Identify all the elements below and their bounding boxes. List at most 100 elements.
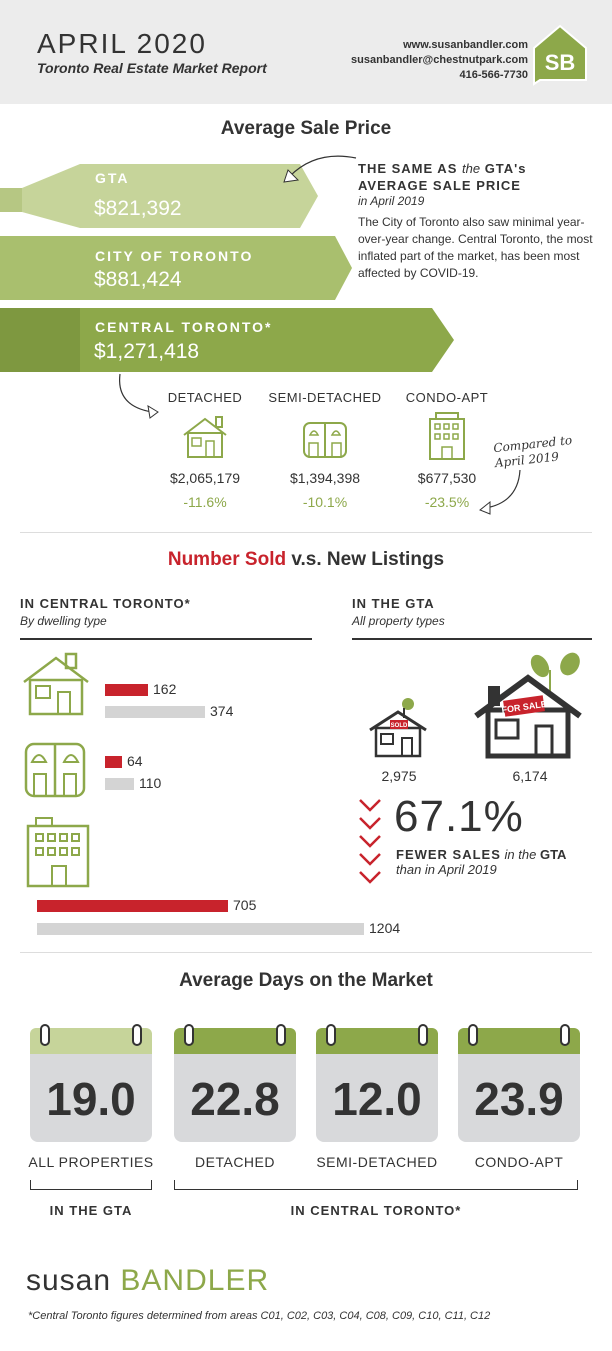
brand-first: susan bbox=[26, 1264, 112, 1297]
days-label: DETACHED bbox=[195, 1154, 275, 1170]
sold-value: 64 bbox=[127, 753, 143, 769]
fewer-2: in the bbox=[504, 847, 537, 862]
type-condo: CONDO-APT $677,530 -23.5% bbox=[392, 390, 502, 510]
days-label: CONDO-APT bbox=[474, 1154, 564, 1170]
price-note: THE SAME AS the GTA's AVERAGE SALE PRICE… bbox=[358, 160, 598, 282]
listings-value: 374 bbox=[210, 703, 234, 719]
svg-text:SB: SB bbox=[545, 50, 576, 75]
type-label: DETACHED bbox=[167, 390, 243, 405]
semi-detached-icon bbox=[303, 422, 347, 458]
days-value: 12.0 bbox=[332, 1073, 422, 1125]
days-label: SEMI-DETACHED bbox=[316, 1154, 438, 1170]
type-change: -23.5% bbox=[424, 494, 470, 510]
type-change: -10.1% bbox=[302, 494, 348, 510]
city-label: CITY OF TORONTO bbox=[95, 248, 254, 264]
detached-house-icon bbox=[183, 416, 227, 458]
note-title-2: the bbox=[461, 161, 481, 176]
listings-bar bbox=[37, 923, 364, 935]
central-arrow-shape bbox=[0, 308, 454, 372]
website-link[interactable]: www.susanbandler.com bbox=[403, 39, 528, 51]
listings-value: 110 bbox=[139, 775, 162, 791]
fewer-4: than in April 2019 bbox=[396, 862, 497, 877]
brand-last: BANDLER bbox=[120, 1264, 270, 1297]
curved-arrow-icon bbox=[283, 155, 357, 183]
report-title: APRIL 2020 bbox=[37, 28, 207, 59]
city-arrow-shape bbox=[0, 236, 352, 300]
group-gta-label: IN THE GTA bbox=[49, 1203, 133, 1218]
curved-arrow-left-icon bbox=[479, 469, 521, 515]
report-subtitle: Toronto Real Estate Market Report bbox=[37, 60, 267, 76]
central-bracket bbox=[174, 1180, 578, 1190]
sold-value: 705 bbox=[233, 897, 257, 913]
sold-house-icon: SOLD bbox=[369, 698, 427, 758]
condo-building-icon bbox=[26, 817, 90, 888]
email-link[interactable]: susanbandler@chestnutpark.com bbox=[351, 54, 528, 66]
note-title-1: THE SAME AS bbox=[358, 161, 458, 176]
note-body: The City of Toronto also saw minimal yea… bbox=[358, 215, 593, 280]
days-value: 19.0 bbox=[46, 1073, 136, 1125]
condo-building-icon bbox=[429, 412, 465, 460]
type-price: $677,530 bbox=[417, 470, 477, 486]
avg-price-heading: Average Sale Price bbox=[220, 118, 392, 139]
type-label: CONDO-APT bbox=[405, 390, 489, 405]
gta-label: GTA bbox=[95, 170, 130, 186]
type-label: SEMI-DETACHED bbox=[268, 390, 382, 405]
listings-bar bbox=[105, 706, 205, 718]
type-change: -11.6% bbox=[183, 494, 227, 510]
divider bbox=[20, 532, 592, 533]
left-rule bbox=[20, 638, 312, 640]
note-title-3: GTA's bbox=[484, 161, 527, 176]
sold-bar bbox=[105, 756, 122, 768]
type-price: $2,065,179 bbox=[169, 470, 241, 486]
gta-listings-value: 6,174 bbox=[512, 768, 548, 784]
for-sale-house-icon: FOR SALE bbox=[474, 652, 582, 759]
detached-house-icon bbox=[23, 652, 89, 716]
contact-block: www.susanbandler.com susanbandler@chestn… bbox=[351, 38, 528, 83]
chevron-down-icon bbox=[359, 853, 381, 866]
note-title-5: in April 2019 bbox=[358, 194, 425, 208]
type-semi: SEMI-DETACHED $1,394,398 -10.1% bbox=[262, 390, 388, 510]
semi-detached-icon bbox=[24, 742, 86, 798]
fewer-sales-percent: 67.1% bbox=[394, 792, 524, 841]
central-value: $1,271,418 bbox=[94, 340, 200, 363]
divider bbox=[20, 952, 592, 953]
listings-bar bbox=[105, 778, 134, 790]
calendar-condo: 23.9 bbox=[458, 1024, 580, 1142]
gta-bracket bbox=[30, 1180, 152, 1190]
left-sub: By dwelling type bbox=[20, 614, 107, 628]
sold-heading-red: Number Sold bbox=[167, 549, 287, 570]
days-label: ALL PROPERTIES bbox=[28, 1154, 154, 1170]
type-price: $1,394,398 bbox=[289, 470, 361, 486]
chevron-down-icon bbox=[359, 817, 381, 830]
right-title-block: IN THE GTA All property types bbox=[352, 596, 445, 628]
svg-text:SOLD: SOLD bbox=[391, 723, 408, 729]
group-central-label: IN CENTRAL TORONTO* bbox=[290, 1203, 462, 1218]
calendar-semi: 12.0 bbox=[316, 1024, 438, 1142]
days-value: 22.8 bbox=[190, 1073, 280, 1125]
gta-sold-value: 2,975 bbox=[381, 768, 417, 784]
phone-number[interactable]: 416-566-7730 bbox=[459, 69, 528, 81]
sold-value: 162 bbox=[153, 681, 177, 697]
calendar-detached: 22.8 bbox=[174, 1024, 296, 1142]
calendar-all: 19.0 bbox=[30, 1024, 152, 1142]
footer-note: *Central Toronto figures determined from… bbox=[28, 1310, 491, 1322]
days-value: 23.9 bbox=[474, 1073, 564, 1125]
fewer-sales-text: FEWER SALES in the GTA than in April 201… bbox=[396, 847, 566, 877]
note-title-4: AVERAGE SALE PRICE bbox=[358, 178, 521, 193]
chevron-down-icon bbox=[359, 871, 381, 884]
fewer-1: FEWER SALES bbox=[396, 847, 501, 862]
sold-heading-rest: v.s. New Listings bbox=[291, 549, 445, 570]
fewer-3: GTA bbox=[539, 847, 567, 862]
price-arrows bbox=[0, 164, 454, 372]
sold-bar bbox=[37, 900, 228, 912]
curved-arrow-down-icon bbox=[119, 373, 159, 419]
gta-arrow-shape bbox=[0, 164, 318, 228]
right-title: IN THE GTA bbox=[352, 596, 435, 611]
listings-value: 1204 bbox=[369, 920, 401, 936]
right-rule bbox=[352, 638, 592, 640]
left-title-block: IN CENTRAL TORONTO* By dwelling type bbox=[20, 596, 191, 628]
sold-heading: Number Sold v.s. New Listings bbox=[0, 549, 612, 571]
header-band bbox=[0, 0, 612, 104]
left-title: IN CENTRAL TORONTO* bbox=[20, 596, 191, 611]
city-value: $881,424 bbox=[94, 268, 182, 291]
